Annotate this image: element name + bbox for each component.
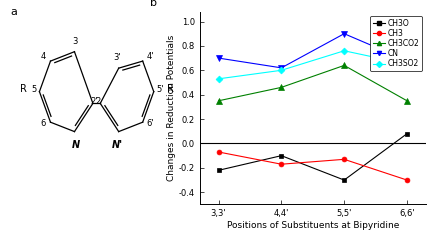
Text: 6: 6 bbox=[40, 119, 46, 128]
Text: 2': 2' bbox=[90, 97, 97, 106]
Text: 3: 3 bbox=[73, 37, 78, 46]
Text: 4: 4 bbox=[41, 52, 46, 61]
Text: b: b bbox=[150, 0, 157, 8]
Text: N: N bbox=[71, 140, 79, 150]
Text: N': N' bbox=[112, 140, 123, 150]
Text: 2: 2 bbox=[95, 97, 101, 106]
Text: 3': 3' bbox=[113, 53, 120, 62]
X-axis label: Positions of Substituents at Bipyridine: Positions of Substituents at Bipyridine bbox=[226, 221, 398, 230]
Text: R: R bbox=[166, 84, 173, 94]
Legend: CH3O, CH3, CH3CO2, CN, CH3SO2: CH3O, CH3, CH3CO2, CN, CH3SO2 bbox=[370, 16, 421, 71]
Text: 4': 4' bbox=[146, 52, 153, 61]
Y-axis label: Changes in Reduction Potentials: Changes in Reduction Potentials bbox=[166, 35, 176, 181]
Text: a: a bbox=[10, 7, 17, 17]
Text: 5': 5' bbox=[156, 85, 164, 94]
Text: 6': 6' bbox=[146, 119, 154, 128]
Text: R: R bbox=[20, 84, 26, 94]
Text: 5: 5 bbox=[32, 85, 37, 94]
